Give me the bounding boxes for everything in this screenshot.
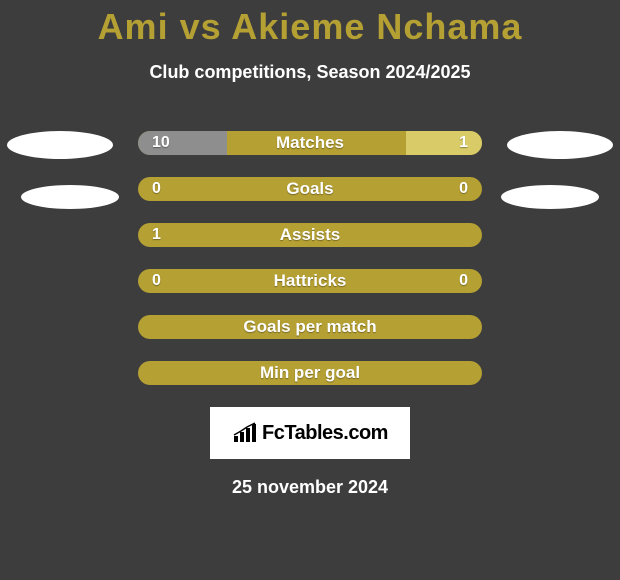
fctables-logo-text: FcTables.com (262, 422, 388, 445)
player-left-avatar-small (21, 185, 119, 209)
stat-label: Min per goal (138, 361, 482, 385)
stat-row: Goals per match (138, 315, 482, 339)
stat-label: Goals (138, 177, 482, 201)
player-left-avatar (7, 131, 113, 159)
fctables-logo[interactable]: FcTables.com (210, 407, 410, 459)
stat-row: 1Assists (138, 223, 482, 247)
player-right-avatar (507, 131, 613, 159)
player-right-avatar-small (501, 185, 599, 209)
bar-chart-icon (232, 422, 258, 444)
stat-label: Hattricks (138, 269, 482, 293)
stat-bars: 101Matches 00Goals 1Assists 00Hattricks Goal… (138, 131, 482, 385)
stat-row: 00Hattricks (138, 269, 482, 293)
stat-label: Matches (138, 131, 482, 155)
stat-row: 00Goals (138, 177, 482, 201)
comparison-title: Ami vs Akieme Nchama (0, 0, 620, 48)
stat-label: Goals per match (138, 315, 482, 339)
stats-area: 101Matches 00Goals 1Assists 00Hattricks Goal… (0, 131, 620, 385)
stat-row: Min per goal (138, 361, 482, 385)
comparison-subtitle: Club competitions, Season 2024/2025 (0, 62, 620, 83)
footer-date: 25 november 2024 (0, 477, 620, 498)
stat-label: Assists (138, 223, 482, 247)
stat-row: 101Matches (138, 131, 482, 155)
